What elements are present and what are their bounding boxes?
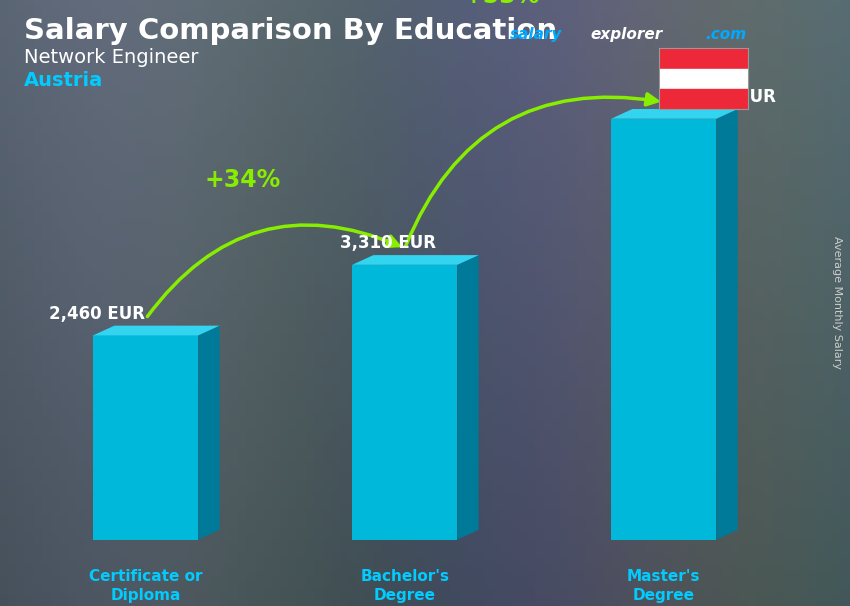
Bar — [659, 68, 748, 89]
Polygon shape — [611, 119, 717, 539]
Text: Salary Comparison By Education: Salary Comparison By Education — [25, 16, 558, 45]
Text: salary: salary — [510, 27, 563, 42]
FancyArrowPatch shape — [147, 225, 399, 316]
Polygon shape — [352, 265, 457, 539]
Text: 2,460 EUR: 2,460 EUR — [48, 305, 144, 323]
Text: +34%: +34% — [205, 168, 281, 191]
Text: Certificate or
Diploma: Certificate or Diploma — [89, 568, 202, 604]
Polygon shape — [198, 325, 219, 539]
Polygon shape — [611, 109, 738, 119]
Text: explorer: explorer — [591, 27, 663, 42]
FancyArrowPatch shape — [405, 94, 657, 245]
Text: Bachelor's
Degree: Bachelor's Degree — [360, 568, 450, 604]
Text: 5,070 EUR: 5,070 EUR — [680, 88, 776, 106]
Polygon shape — [457, 255, 479, 539]
Text: +53%: +53% — [464, 0, 540, 8]
Text: Network Engineer: Network Engineer — [25, 48, 199, 67]
Text: .com: .com — [706, 27, 746, 42]
Bar — [659, 48, 748, 68]
Text: 3,310 EUR: 3,310 EUR — [340, 235, 436, 252]
Text: Average Monthly Salary: Average Monthly Salary — [832, 236, 842, 370]
Polygon shape — [94, 335, 198, 539]
Polygon shape — [717, 109, 738, 539]
Text: Master's
Degree: Master's Degree — [627, 568, 700, 604]
Text: Austria: Austria — [25, 72, 104, 90]
Polygon shape — [352, 255, 479, 265]
Polygon shape — [94, 325, 219, 335]
Bar — [659, 89, 748, 109]
